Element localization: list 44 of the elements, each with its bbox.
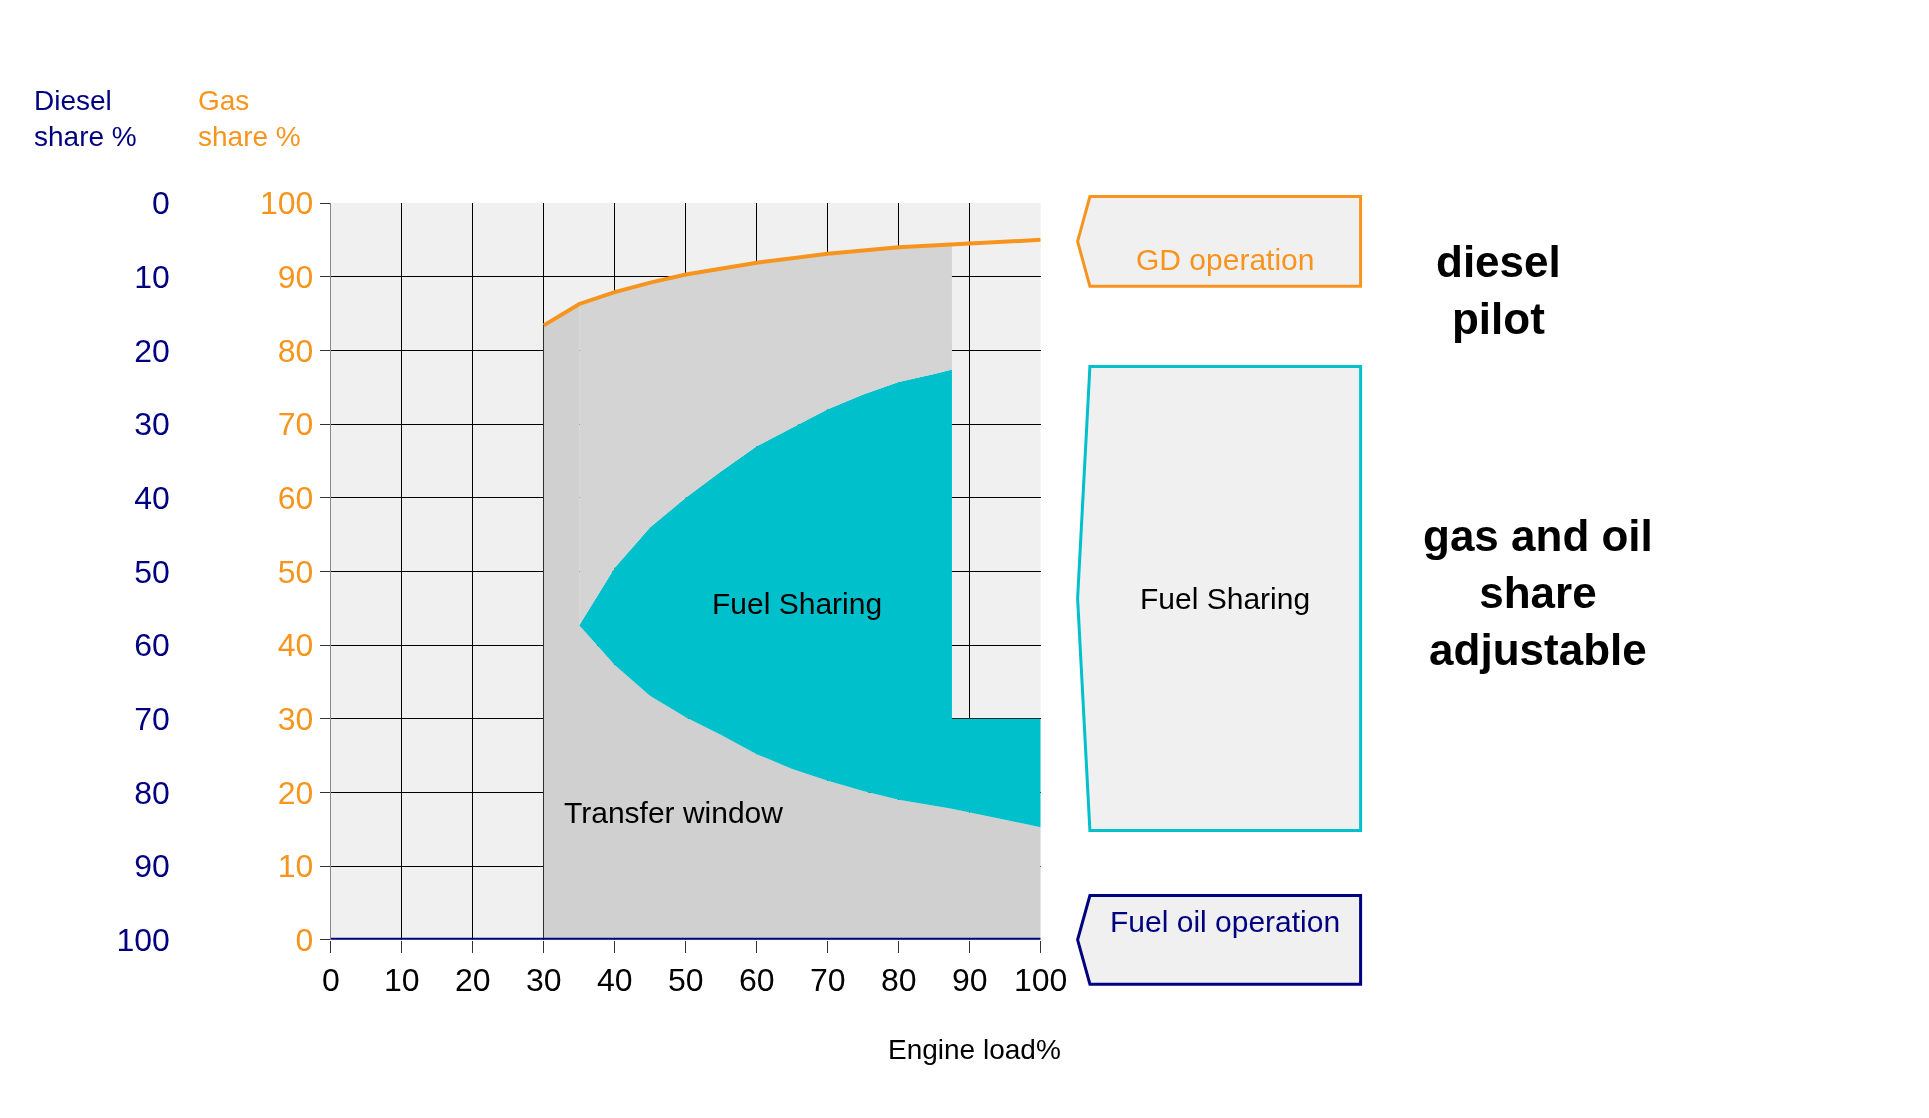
x-tick-label: 60 xyxy=(738,962,775,999)
annotation: Fuel Sharing xyxy=(712,587,883,620)
text: diesel pilot xyxy=(1436,237,1561,344)
y2-tick-label: 100 xyxy=(116,922,170,959)
y2-tick-label: 40 xyxy=(134,479,170,516)
y2-tick-label: 80 xyxy=(134,774,170,811)
y2-axis-title: Diesel share % xyxy=(34,85,137,153)
y-tick-label: 30 xyxy=(277,701,314,738)
y-tick-label: 50 xyxy=(277,553,314,590)
y-axis-title: Gas share % xyxy=(198,85,301,153)
y-tick-label: 90 xyxy=(277,258,314,295)
line-series xyxy=(541,237,1041,328)
y-tick-label: 10 xyxy=(277,848,314,885)
text: Fuel oil operation xyxy=(1110,905,1341,938)
y-tick-label: 100 xyxy=(260,185,314,222)
y-tick-label: 70 xyxy=(277,406,314,443)
y2-tick-label: 50 xyxy=(134,553,170,590)
x-tick-label: 90 xyxy=(951,962,988,999)
y2-tick-label: 20 xyxy=(134,332,170,369)
y2-tick-label: 70 xyxy=(134,701,170,738)
x-tick-label: 20 xyxy=(454,962,491,999)
x-tick-label: 80 xyxy=(880,962,917,999)
annotation: Transfer window xyxy=(564,796,784,829)
y2-tick-label: 10 xyxy=(134,258,170,295)
x-tick-label: 30 xyxy=(525,962,562,999)
x-tick-label: 0 xyxy=(321,962,340,999)
y2-tick-label: 0 xyxy=(152,185,170,222)
y-tick-label: 20 xyxy=(277,774,314,811)
x-tick-label: 10 xyxy=(384,962,420,999)
x-axis-title: Engine load% xyxy=(888,1034,1061,1065)
y-tick-label: 40 xyxy=(277,627,314,664)
y-tick-label: 0 xyxy=(295,922,314,959)
y2-tick-label: 90 xyxy=(134,848,170,885)
text: Fuel Sharing xyxy=(1140,582,1311,615)
x-tick-label: 100 xyxy=(1013,962,1068,999)
text: gas and oil share adjustable xyxy=(1423,511,1653,675)
x-tick-label: 50 xyxy=(667,962,704,999)
x-tick-label: 40 xyxy=(596,962,633,999)
y2-tick-label: 30 xyxy=(134,406,170,443)
y-tick-label: 60 xyxy=(277,479,314,516)
y2-tick-label: 60 xyxy=(134,627,170,664)
text: GD operation xyxy=(1136,243,1315,276)
x-tick-label: 70 xyxy=(809,962,846,999)
y-tick-label: 80 xyxy=(277,332,314,369)
